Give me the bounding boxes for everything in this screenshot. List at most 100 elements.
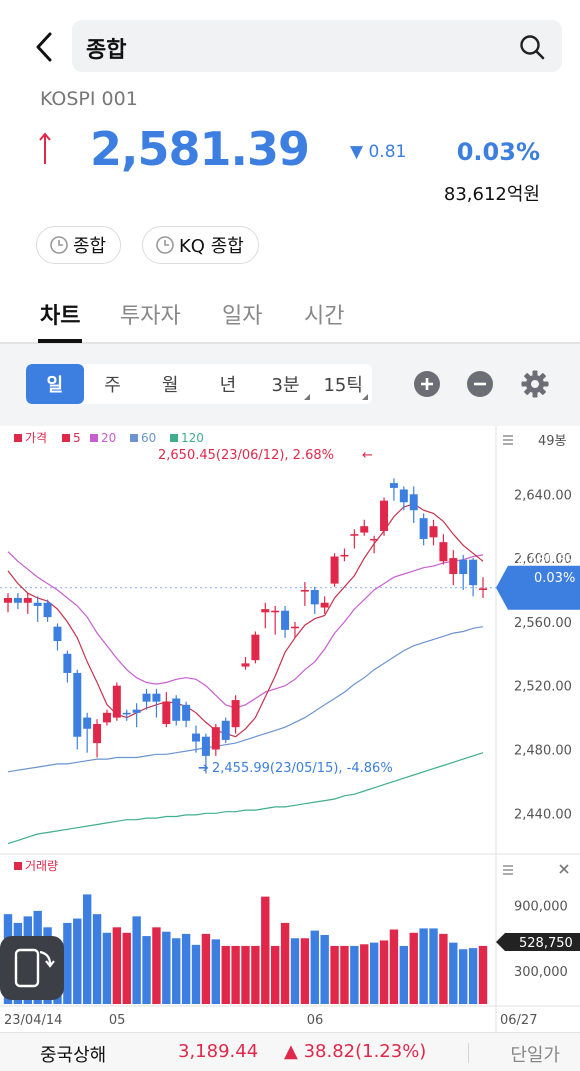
menu-icon[interactable] (503, 435, 513, 445)
period-3min-button[interactable]: 3분 (257, 364, 315, 404)
current-price-tag: 2,581.39 0.03% (496, 553, 580, 610)
ticker-value: 3,189.44 (178, 1041, 259, 1062)
candle-body (112, 685, 121, 718)
x-tick-label: 06/27 (500, 1013, 537, 1028)
chart-legend: 가격 5 20 60 120 (14, 431, 204, 445)
minus-circle-icon[interactable] (465, 369, 495, 399)
volume-bar (340, 945, 349, 1004)
y-tick-label: 2,440.00 (514, 807, 572, 822)
volume-axis: 900,000 300,000 (514, 899, 568, 980)
period-day-button[interactable]: 일 (26, 364, 84, 404)
bottom-ticker[interactable]: 중국상해 3,189.44 ▲ 38.82(1.23%) 단일가 (0, 1032, 580, 1071)
legend-swatch-price (14, 434, 22, 442)
plus-circle-icon[interactable] (412, 369, 442, 399)
volume-bar (73, 918, 82, 1004)
candle-body (290, 626, 299, 629)
candle-body (102, 712, 111, 723)
x-axis: 23/04/14 05 06 06/27 (4, 1013, 537, 1028)
index-code: KOSPI 001 (40, 88, 138, 110)
ma60-line (7, 626, 484, 773)
candle-body (152, 693, 161, 702)
y-tick-label: 2,600.00 (514, 552, 572, 567)
candle-body (142, 693, 151, 702)
tab-daily[interactable]: 일자 (222, 304, 263, 329)
period-week-button[interactable]: 주 (104, 375, 121, 396)
volume-bar (231, 945, 240, 1004)
x-tick-label: 05 (109, 1013, 126, 1028)
candle-body (63, 653, 72, 673)
candle-body (310, 589, 319, 605)
close-icon[interactable] (559, 864, 569, 874)
candle-body (211, 727, 220, 750)
search-icon[interactable] (518, 33, 546, 61)
volume-bar (468, 948, 478, 1004)
period-year-button[interactable]: 년 (219, 375, 237, 396)
trade-amount: 83,612억원 (443, 184, 540, 205)
candle-body (162, 701, 171, 724)
chip-composite[interactable]: 종합 (36, 226, 122, 264)
volume-bar (122, 932, 131, 1004)
volume-bar (102, 932, 112, 1004)
volume-tick-label: 300,000 (514, 965, 568, 980)
tab-investor[interactable]: 투자자 (120, 304, 181, 329)
dropdown-corner-icon (304, 394, 311, 400)
period-month-button[interactable]: 월 (161, 375, 179, 396)
tab-chart[interactable]: 차트 (40, 304, 81, 329)
candle-body (4, 597, 12, 603)
change-percent: 0.03% (456, 138, 540, 166)
y-tick-label: 2,640.00 (514, 488, 572, 503)
candle-body (459, 559, 468, 575)
volume-bar (270, 945, 280, 1004)
current-price-tag-value: 2,581.39 (517, 553, 575, 568)
clock-icon (50, 236, 68, 254)
volume-bar (280, 922, 290, 1004)
volume-bar (300, 938, 310, 1004)
tab-time[interactable]: 시간 (304, 304, 345, 329)
volume-tag: 528,750 (496, 933, 580, 951)
candle-body (221, 720, 230, 740)
legend-ma60: 60 (141, 431, 156, 445)
candlestick-chart[interactable]: 가격 5 20 60 120 49봉 2,640.00 2,600.00 2,560… (0, 426, 580, 1032)
legend-swatch-volume (14, 862, 22, 870)
dropdown-corner-icon (362, 394, 369, 400)
search-input[interactable]: 종합 (86, 38, 127, 63)
volume-bar (449, 942, 458, 1004)
candle-body (182, 704, 191, 721)
legend-ma5: 5 (73, 431, 81, 445)
ma120-line (7, 752, 484, 845)
volume-menu-icon[interactable] (503, 865, 513, 875)
candle-body (271, 610, 280, 613)
chip-kq-composite[interactable]: KQ 종합 (142, 226, 259, 264)
volume-bar (429, 928, 438, 1004)
candle-body (350, 534, 359, 536)
period-15tick-button[interactable]: 15틱 (314, 364, 372, 404)
legend-swatch-ma5 (62, 434, 70, 442)
search-bar[interactable]: 종합 (72, 20, 562, 72)
candle-body (320, 602, 329, 608)
rotate-screen-button[interactable] (0, 936, 64, 1000)
low-annotation: 2,455.99(23/05/15), -4.86% (212, 761, 393, 776)
volume-bar (419, 928, 428, 1004)
volume-bar (350, 945, 359, 1004)
chip-label: KQ 종합 (179, 236, 244, 257)
volume-bar (409, 932, 418, 1004)
ticker-name: 중국상해 (40, 1045, 107, 1066)
active-tab-indicator (38, 339, 82, 343)
gear-icon[interactable] (520, 369, 550, 399)
ticker-divider (468, 1043, 469, 1063)
volume-bar (399, 945, 409, 1004)
low-arrow-icon: ➔ (198, 761, 209, 776)
candle-body (53, 626, 62, 642)
candle-body (231, 700, 240, 728)
volume-bar (369, 942, 379, 1004)
volume-bar (310, 930, 319, 1004)
chevron-left-icon (36, 32, 52, 62)
candle-body (23, 597, 32, 603)
volume-bar (112, 927, 122, 1004)
candle-body (479, 588, 487, 590)
back-button[interactable] (30, 24, 70, 70)
chip-label: 종합 (73, 236, 107, 257)
candle-body (399, 489, 408, 503)
volume-bar (330, 945, 339, 1004)
volume-legend: 거래량 (25, 859, 58, 873)
